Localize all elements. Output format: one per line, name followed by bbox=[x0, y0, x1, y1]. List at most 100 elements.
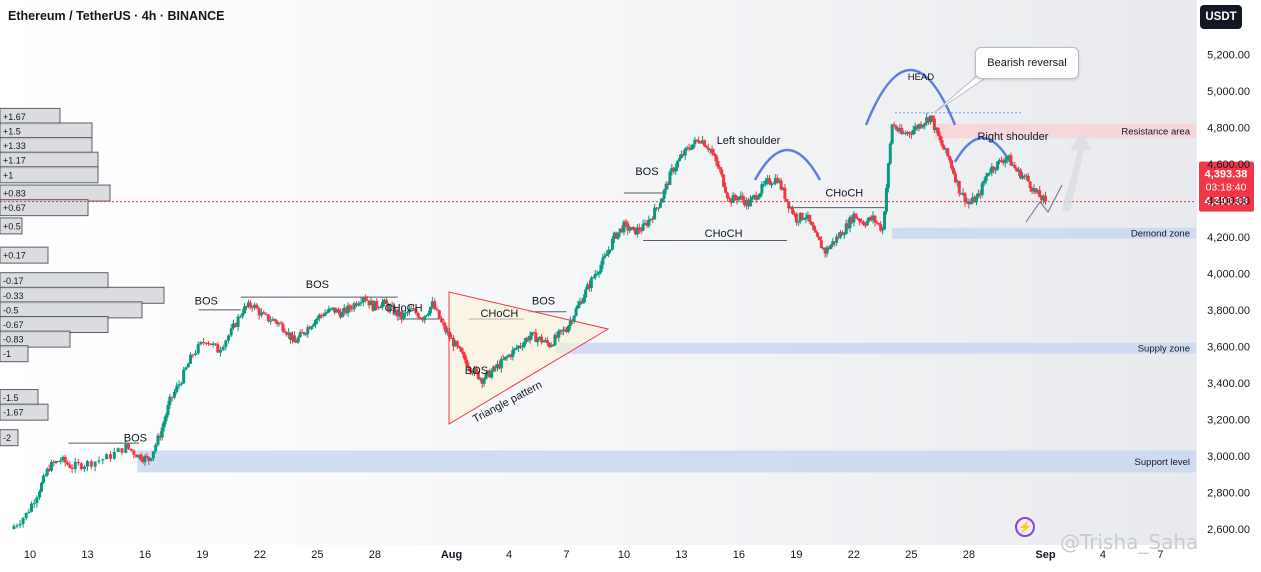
candle-body bbox=[18, 524, 22, 526]
candle-body bbox=[814, 230, 818, 233]
candle-body bbox=[969, 202, 973, 205]
candle-body bbox=[817, 236, 821, 241]
candle-body bbox=[530, 332, 534, 336]
candle-body bbox=[930, 115, 934, 119]
y-tick-label: 4,600.00 bbox=[1207, 159, 1250, 171]
candle-body bbox=[909, 133, 913, 135]
candle-body bbox=[739, 195, 743, 197]
candles-layer bbox=[12, 112, 1047, 530]
candle-body bbox=[132, 450, 136, 455]
candle-body bbox=[145, 455, 149, 457]
candle-body bbox=[221, 347, 225, 350]
candle-body bbox=[269, 320, 273, 322]
candle-body bbox=[679, 154, 683, 158]
candle-body bbox=[505, 356, 509, 358]
candle-body bbox=[191, 354, 195, 356]
candle-body bbox=[302, 332, 306, 335]
candle-body bbox=[143, 455, 147, 462]
candle-body bbox=[499, 358, 503, 369]
candle-body bbox=[875, 222, 879, 224]
candle-body bbox=[925, 117, 929, 124]
candle-body bbox=[32, 503, 36, 505]
candle-body bbox=[414, 308, 418, 314]
candle-body bbox=[264, 313, 268, 315]
candle-body bbox=[959, 193, 963, 195]
candle-body bbox=[497, 364, 501, 369]
candle-body bbox=[287, 332, 291, 335]
currency-button[interactable]: USDT bbox=[1200, 5, 1242, 29]
candle-body bbox=[194, 353, 198, 355]
candle-body bbox=[446, 331, 450, 333]
candle-body bbox=[89, 461, 93, 467]
candle-body bbox=[769, 184, 773, 186]
candle-body bbox=[589, 277, 593, 288]
candle-body bbox=[674, 167, 678, 172]
candle-body bbox=[821, 247, 825, 249]
candle-body bbox=[412, 308, 416, 310]
profile-label: +0.83 bbox=[3, 189, 26, 199]
candle-body bbox=[806, 214, 810, 217]
candle-body bbox=[653, 207, 657, 220]
candle-body bbox=[189, 354, 193, 364]
candle-body bbox=[1019, 169, 1023, 179]
symbol-title[interactable]: Ethereum / TetherUS · 4h · BINANCE bbox=[8, 9, 225, 23]
candle-body bbox=[488, 370, 492, 378]
candle-body bbox=[886, 163, 890, 188]
candle-body bbox=[238, 316, 242, 318]
candle-body bbox=[323, 313, 327, 316]
candle-body bbox=[266, 314, 270, 322]
candle-body bbox=[953, 173, 957, 183]
candle-body bbox=[501, 358, 505, 360]
candle-body bbox=[377, 307, 381, 309]
candle-body bbox=[450, 337, 454, 339]
candle-body bbox=[435, 309, 439, 311]
zone-box bbox=[934, 123, 1196, 139]
lightning-icon[interactable]: ⚡ bbox=[1015, 517, 1035, 537]
x-tick-label: 19 bbox=[790, 549, 802, 561]
candle-body bbox=[275, 321, 279, 325]
candle-body bbox=[425, 315, 429, 317]
candle-body bbox=[712, 152, 716, 155]
candle-body bbox=[279, 323, 283, 325]
candle-body bbox=[211, 343, 215, 346]
candle-body bbox=[24, 512, 28, 519]
candle-body bbox=[792, 213, 796, 215]
profile-label: +0.17 bbox=[3, 251, 26, 261]
candle-body bbox=[695, 139, 699, 141]
candle-body bbox=[1040, 197, 1044, 201]
y-tick-label: 2,600.00 bbox=[1207, 524, 1250, 536]
candle-body bbox=[66, 462, 70, 465]
candle-body bbox=[944, 148, 948, 150]
y-tick-label: 3,600.00 bbox=[1207, 341, 1250, 353]
candle-body bbox=[555, 334, 559, 338]
candle-body bbox=[576, 304, 580, 309]
candle-body bbox=[363, 297, 367, 300]
candle-body bbox=[798, 212, 802, 222]
candle-body bbox=[47, 468, 51, 471]
candle-body bbox=[359, 302, 363, 304]
candle-body bbox=[687, 147, 691, 149]
candle-body bbox=[963, 192, 967, 203]
candle-body bbox=[773, 178, 777, 184]
candle-body bbox=[344, 307, 348, 314]
zone-box bbox=[892, 227, 1196, 239]
candle-body bbox=[701, 140, 705, 143]
x-tick-label: 25 bbox=[311, 549, 323, 561]
candle-body bbox=[518, 345, 522, 347]
candle-body bbox=[838, 232, 842, 238]
candle-body bbox=[61, 456, 65, 461]
candle-body bbox=[961, 192, 965, 195]
candle-body bbox=[913, 126, 917, 130]
profile-label: -1.5 bbox=[3, 393, 19, 403]
candle-body bbox=[294, 342, 298, 344]
candle-body bbox=[365, 299, 369, 301]
x-tick-label: 7 bbox=[563, 549, 569, 561]
profile-label: -0.17 bbox=[3, 276, 24, 286]
candle-body bbox=[561, 329, 565, 331]
candle-body bbox=[486, 370, 490, 373]
y-tick-label: 2,800.00 bbox=[1207, 487, 1250, 499]
candle-body bbox=[342, 307, 346, 312]
candle-body bbox=[626, 223, 630, 231]
